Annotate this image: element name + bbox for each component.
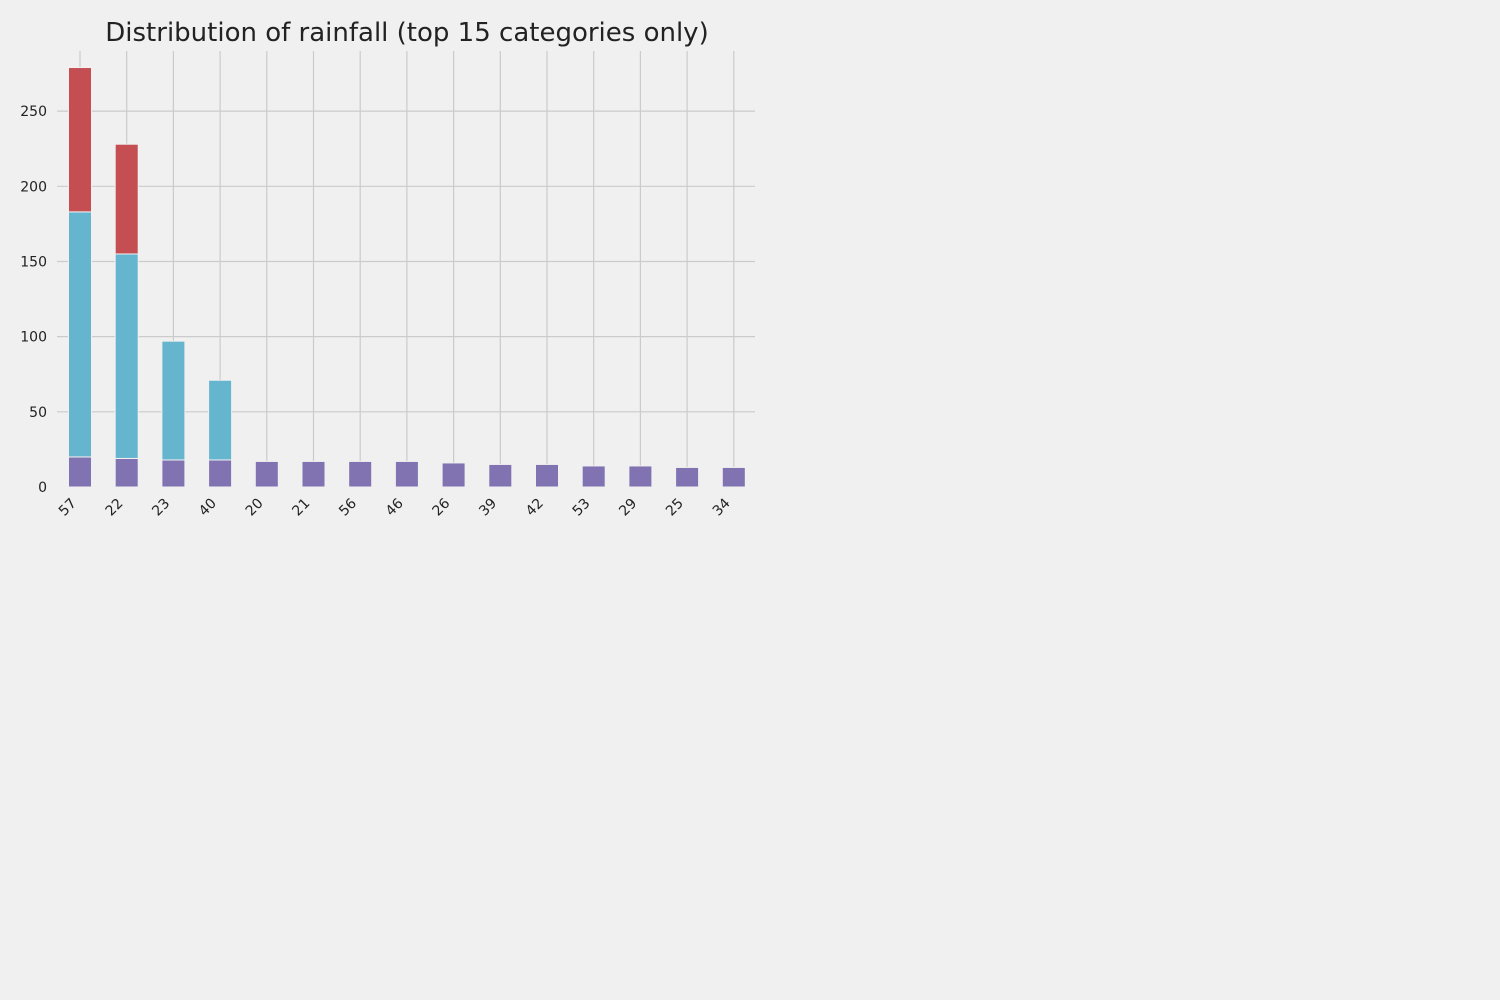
y-tick-label: 50 bbox=[29, 405, 47, 421]
x-tick-label: 34 bbox=[710, 495, 734, 519]
bar-segment bbox=[628, 465, 653, 488]
x-tick-label: 39 bbox=[476, 496, 500, 520]
bar-segment bbox=[535, 463, 559, 488]
y-tick-label: 100 bbox=[20, 330, 47, 346]
bar-segment bbox=[114, 143, 139, 255]
chart-title: Distribution of rainfall (top 15 categor… bbox=[105, 18, 708, 48]
bar-segment bbox=[488, 463, 513, 488]
bar-segment bbox=[114, 457, 139, 488]
bar-segment bbox=[254, 460, 279, 488]
bar-segment bbox=[68, 67, 92, 213]
x-tick-label: 42 bbox=[523, 496, 547, 520]
x-tick-label: 53 bbox=[570, 496, 594, 520]
bar-segment bbox=[208, 459, 233, 488]
x-tick-label: 20 bbox=[243, 496, 267, 520]
bar-segment bbox=[301, 460, 326, 488]
x-tick-label: 56 bbox=[336, 495, 360, 519]
x-tick-label: 22 bbox=[103, 496, 127, 520]
bar-segment bbox=[441, 462, 466, 488]
x-tick-label: 21 bbox=[289, 496, 313, 520]
x-tick-label: 46 bbox=[383, 495, 407, 519]
y-tick-label: 200 bbox=[20, 179, 47, 195]
x-tick-label: 40 bbox=[196, 496, 220, 520]
bar-segment bbox=[208, 379, 233, 461]
bar-segment bbox=[581, 465, 606, 488]
bar-segment bbox=[68, 211, 92, 458]
bar-segment bbox=[675, 466, 700, 488]
bar-segment bbox=[721, 466, 746, 488]
y-tick-label: 150 bbox=[20, 254, 47, 270]
x-axis-ticks: 57 22 23 40 20 21 56 46 26 39 42 53 29 25 34 bbox=[56, 495, 734, 519]
bar-segment bbox=[68, 456, 92, 488]
bar-segment bbox=[348, 460, 373, 488]
y-axis-ticks: 0 50 100 150 200 250 bbox=[20, 104, 47, 496]
x-tick-label: 57 bbox=[56, 496, 80, 520]
x-tick-label: 25 bbox=[663, 496, 687, 520]
x-tick-label: 29 bbox=[616, 496, 640, 520]
x-tick-label: 26 bbox=[430, 495, 454, 519]
x-tick-label: 23 bbox=[149, 496, 173, 520]
bar-segment bbox=[114, 253, 139, 459]
bar-segment bbox=[394, 460, 419, 488]
y-tick-label: 0 bbox=[38, 480, 47, 496]
bar-segment bbox=[161, 459, 186, 488]
y-tick-label: 250 bbox=[20, 104, 47, 120]
bars-layer bbox=[68, 67, 746, 488]
bar-segment bbox=[161, 340, 186, 461]
